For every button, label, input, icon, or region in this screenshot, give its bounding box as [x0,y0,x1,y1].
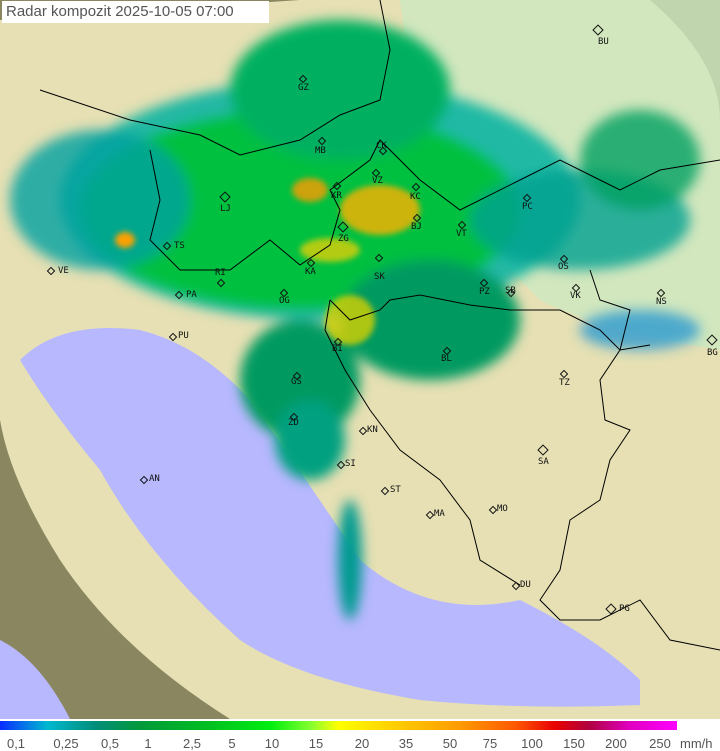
city-label-gz: GZ [298,83,309,93]
city-label-tz: TZ [559,378,570,388]
city-label-ts: TS [174,241,185,251]
precipitation-legend: 0,1 0,25 0,5 1 2,5 5 10 15 20 35 50 75 100 150 200 250 … [0,719,720,751]
city-label-sa: SA [538,457,549,467]
city-label-bi: BI [332,344,343,354]
city-label-ka: KA [305,267,316,277]
city-label-bg: BG [707,348,718,358]
city-label-pz: PZ [479,287,490,297]
legend-tick: 5 [228,736,236,751]
city-label-os: OS [558,262,569,272]
city-label-lj: LJ [220,204,231,214]
adriatic-sea [20,328,640,707]
city-label-ck: CK [376,141,387,151]
legend-tick: 0,25 [53,736,79,751]
tyrrhenian-sea [0,640,70,719]
city-label-an: AN [149,474,160,484]
city-label-og: OG [279,296,290,306]
city-label-pc: PC [522,202,533,212]
city-label-zg: ZG [338,234,349,244]
legend-tick: 35 [398,736,414,751]
city-label-ns: NS [656,297,667,307]
city-label-ve: VE [58,266,69,276]
city-label-zd: ZD [288,418,299,428]
city-label-sk: SK [374,272,385,282]
legend-tick: 100 [521,736,543,751]
city-label-mo: MO [497,504,508,514]
legend-tick: 2,5 [182,736,202,751]
legend-tick: 50 [442,736,458,751]
city-label-pa: PA [186,290,197,300]
legend-tick: 250 [649,736,671,751]
city-label-kc: KC [410,192,421,202]
radar-echoes [10,20,700,620]
color-scale-bar [0,721,677,730]
city-label-du: DU [520,580,531,590]
city-label-ri: RI [215,268,226,278]
city-label-ma: MA [434,509,445,519]
country-borders [39,0,720,651]
city-label-bu: BU [598,37,609,47]
city-label-si: SI [345,459,356,469]
legend-tick: 1 [144,736,152,751]
city-label-bl: BL [441,354,452,364]
city-label-kn: KN [367,425,378,435]
city-label-mb: MB [315,146,326,156]
legend-unit: mm/h [680,736,713,751]
legend-tick: 200 [605,736,627,751]
legend-tick: 0,5 [100,736,120,751]
city-label-kr: KR [331,191,342,201]
city-label-sb: SB [505,286,516,296]
city-label-vt: VT [456,229,467,239]
legend-tick: 75 [482,736,498,751]
city-label-pu: PU [178,331,189,341]
city-label-pg: PG [619,604,630,614]
legend-tick: 150 [563,736,585,751]
radar-map: BU GZ MB CK VZ KR KC LJ BJ VT ZG PC TS VE RI KA SK PA OG PZ… [0,0,720,719]
city-label-gs: GS [291,377,302,387]
legend-tick: 10 [264,736,280,751]
legend-tick: 0,1 [6,736,26,751]
city-label-st: ST [390,485,401,495]
legend-tick: 15 [308,736,324,751]
legend-tick: 20 [354,736,370,751]
city-label-vz: VZ [372,176,383,186]
map-title: Radar kompozit 2025-10-05 07:00 [2,1,269,23]
map-layers [0,0,720,719]
city-label-vk: VK [570,291,581,301]
city-label-bj: BJ [411,222,422,232]
